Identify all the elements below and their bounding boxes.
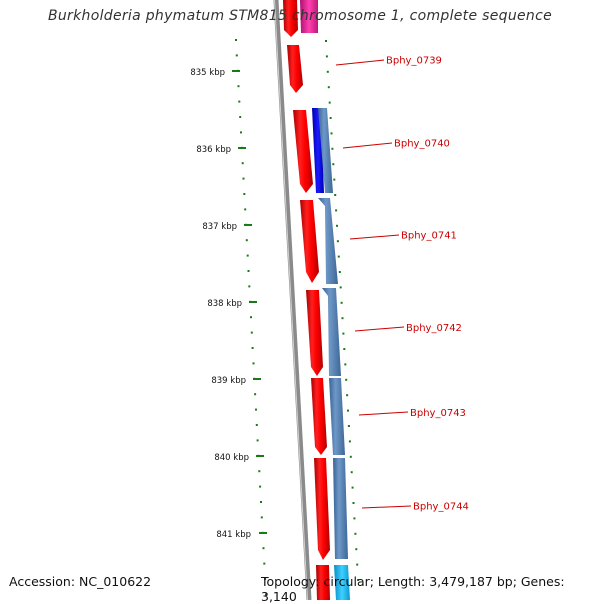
- gene-label-bphy-0740[interactable]: Bphy_0740: [394, 139, 450, 150]
- forward-cds: [311, 378, 327, 455]
- ruler-label-836: 836 kbp: [196, 145, 231, 155]
- ruler-label-835: 835 kbp: [190, 68, 225, 78]
- reverse-cds: [318, 198, 338, 284]
- reverse-cds: [318, 108, 333, 193]
- gene-label-bphy-0739[interactable]: Bphy_0739: [386, 56, 442, 67]
- top-pink-feature: [300, 0, 318, 33]
- reverse-cds: [329, 378, 345, 455]
- forward-cds: [300, 200, 319, 283]
- ruler-ticks: [235, 39, 267, 596]
- gene-label-bphy-0744[interactable]: Bphy_0744: [413, 502, 469, 513]
- forward-cds: [287, 45, 303, 93]
- gene-leader-line: [358, 411, 409, 416]
- gene-label-bphy-0743[interactable]: Bphy_0743: [410, 408, 466, 419]
- backbone-arc: [273, 0, 312, 600]
- forward-cds: [293, 110, 313, 193]
- backbone-arc-highlight: [274, 0, 308, 600]
- gene-track-ticks: [325, 40, 360, 581]
- forward-cds: [306, 290, 323, 376]
- gene-leader-line: [354, 326, 405, 332]
- map-title: Burkholderia phymatum STM815 chromosome …: [47, 8, 552, 24]
- gene-label-bphy-0741[interactable]: Bphy_0741: [401, 231, 457, 242]
- forward-cds: [316, 565, 330, 600]
- gene-leader-line: [349, 234, 400, 240]
- reverse-cds: [333, 458, 348, 559]
- gene-labels[interactable]: Bphy_0739 Bphy_0740 Bphy_0741 Bphy_0742 …: [335, 56, 469, 513]
- gene-label-bphy-0742[interactable]: Bphy_0742: [406, 323, 462, 334]
- forward-cds: [314, 458, 330, 560]
- ruler-labels: 835 kbp 836 kbp 837 kbp 838 kbp 839 kbp …: [190, 68, 267, 540]
- bottom-cyan-feature: [334, 565, 350, 600]
- ruler-label-838: 838 kbp: [207, 299, 242, 309]
- gene-leader-line: [335, 59, 385, 66]
- top-forward-feature: [283, 0, 298, 37]
- ruler-label-839: 839 kbp: [211, 376, 246, 386]
- accession-text: Accession: NC_010622: [9, 574, 152, 589]
- reverse-cds: [322, 288, 341, 376]
- gene-leader-line: [361, 505, 412, 509]
- ruler-label-840: 840 kbp: [214, 453, 249, 463]
- ruler-label-837: 837 kbp: [202, 222, 237, 232]
- gene-leader-line: [342, 142, 393, 149]
- ruler-label-841: 841 kbp: [216, 530, 251, 540]
